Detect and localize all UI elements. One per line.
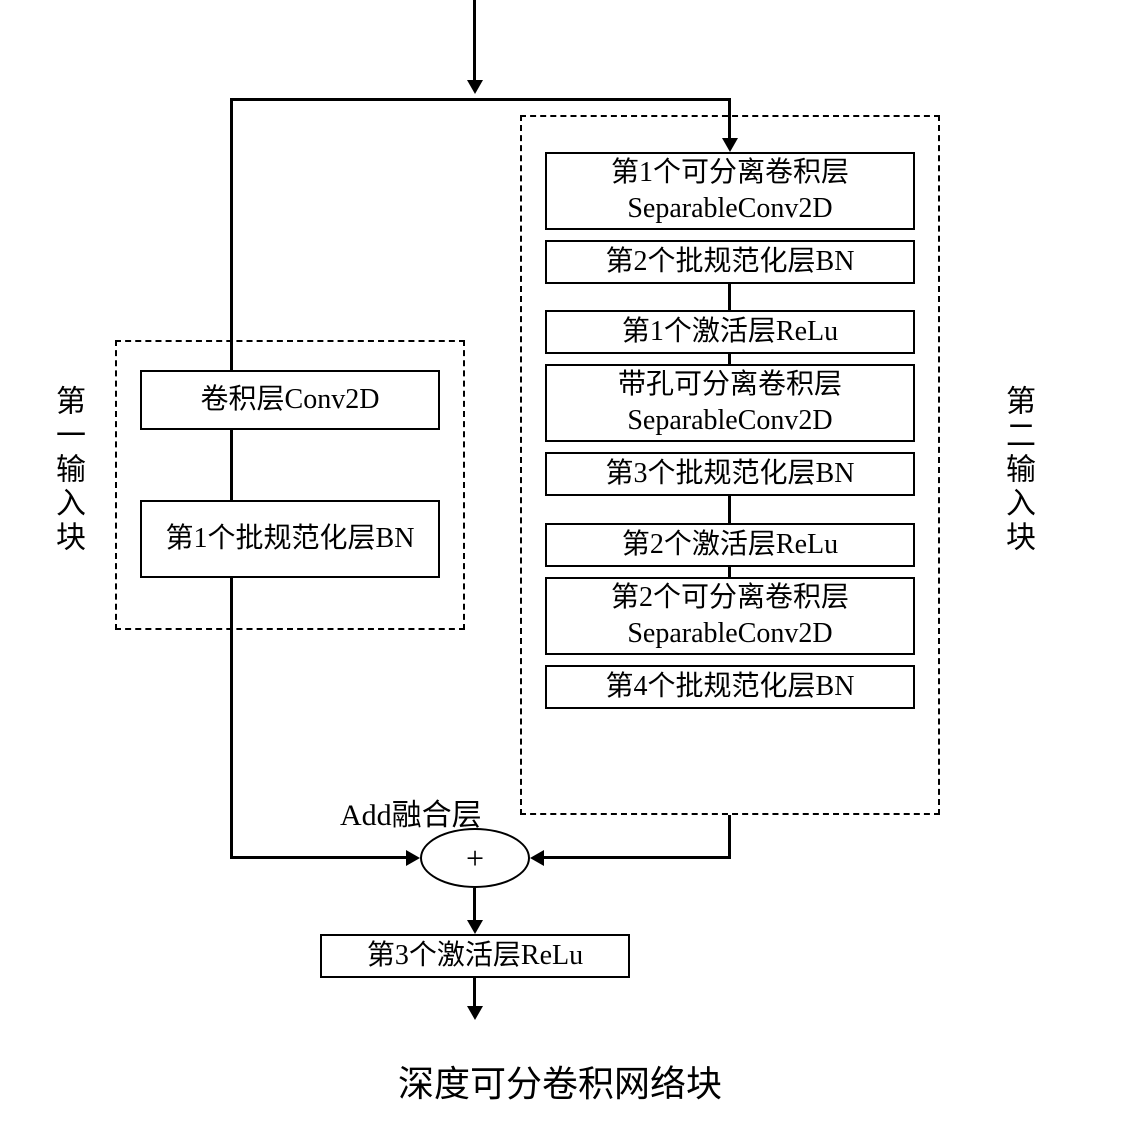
sephole-line2: SeparableConv2D (618, 403, 842, 439)
edge-right-to-add (544, 856, 731, 859)
right-block-label: 第二输入块 (995, 385, 1039, 555)
edge-left-to-add (230, 856, 406, 859)
add-node: + (420, 828, 530, 888)
sephole-line1: 带孔可分离卷积层 (618, 367, 842, 403)
edge-add-down (473, 888, 476, 924)
edge-r3 (728, 496, 731, 523)
arrowhead-right-to-add (530, 850, 544, 866)
layer-bn3: 第3个批规范化层BN (545, 452, 915, 496)
layer-conv: 卷积层Conv2D (140, 370, 440, 430)
layer-sep-hole: 带孔可分离卷积层 SeparableConv2D (545, 364, 915, 442)
edge-r2 (728, 354, 731, 364)
edge-r4 (728, 567, 731, 577)
layer-sep1: 第1个可分离卷积层 SeparableConv2D (545, 152, 915, 230)
edge-r1 (728, 284, 731, 310)
sep2-line1: 第2个可分离卷积层 (611, 580, 849, 616)
plus-symbol: + (466, 840, 484, 877)
arrowhead-left-to-add (406, 850, 420, 866)
diagram-title: 深度可分卷积网络块 (310, 1055, 810, 1107)
layer-relu1: 第1个激活层ReLu (545, 310, 915, 354)
sep1-line1: 第1个可分离卷积层 (611, 155, 849, 191)
layer-relu2: 第2个激活层ReLu (545, 523, 915, 567)
edge-split (230, 98, 730, 101)
layer-relu3: 第3个激活层ReLu (320, 934, 630, 978)
layer-bn1: 第1个批规范化层BN (140, 500, 440, 578)
edge-input (473, 0, 476, 85)
sep2-line2: SeparableConv2D (611, 616, 849, 652)
add-label: Add融合层 (340, 790, 482, 834)
layer-sep2: 第2个可分离卷积层 SeparableConv2D (545, 577, 915, 655)
sep1-line2: SeparableConv2D (611, 191, 849, 227)
edge-right-out (728, 815, 731, 858)
layer-bn4: 第4个批规范化层BN (545, 665, 915, 709)
layer-bn2: 第2个批规范化层BN (545, 240, 915, 284)
arrowhead-output (467, 1006, 483, 1020)
arrowhead-input (467, 80, 483, 94)
arrowhead-add-down (467, 920, 483, 934)
left-block-label: 第一输入块 (45, 385, 89, 555)
diagram-canvas: 第1个可分离卷积层 SeparableConv2D 第2个批规范化层BN 第1个… (0, 0, 1121, 1121)
